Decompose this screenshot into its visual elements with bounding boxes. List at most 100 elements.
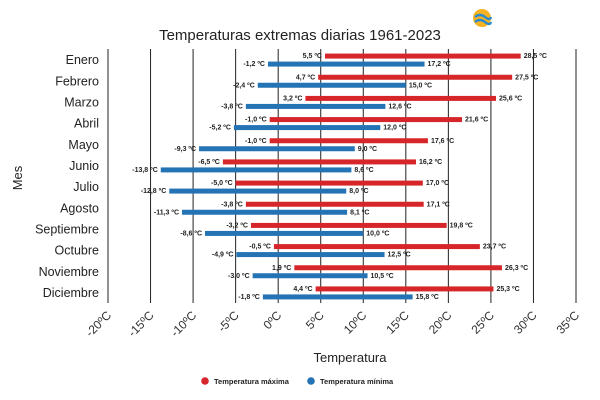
bar-min [233, 125, 381, 131]
data-label-high: 28,5 ºC [524, 53, 547, 60]
category-label: Abril [74, 117, 99, 131]
bar-max [269, 138, 428, 144]
category-label: Diciembre [43, 286, 99, 300]
category-label: Agosto [60, 201, 99, 215]
data-label-low: -1,0 ºC [245, 117, 267, 124]
data-label-low: -11,3 ºC [154, 209, 179, 216]
data-label-low: -1,8 ºC [238, 294, 260, 301]
legend-marker [201, 377, 209, 385]
data-label-low: -0,5 ºC [249, 244, 271, 251]
x-tick-label: 20ºC [426, 308, 455, 337]
x-tick-label: 15ºC [383, 308, 412, 337]
bar-max [250, 222, 447, 228]
bar-max [269, 117, 462, 123]
x-tick-label: 5ºC [303, 308, 327, 332]
data-labels: 5,5 ºC 28,5 ºC -1,2 ºC 17,2 ºC 4,7 ºC 27,5 ºC… [132, 53, 547, 301]
data-label-high: 25,6 ºC [499, 95, 522, 102]
category-label: Mayo [68, 138, 99, 152]
x-tick-label: -10ºC [168, 308, 200, 340]
x-tick-label: 10ºC [341, 308, 370, 337]
x-tick-label: -15ºC [125, 308, 157, 340]
data-label-high: 17,2 ºC [428, 61, 451, 68]
data-label-high: 27,5 ºC [515, 74, 538, 81]
x-tick-label: 0ºC [260, 308, 284, 332]
data-label-low: -3,0 ºC [228, 273, 250, 280]
data-label-low: -8,6 ºC [180, 230, 202, 237]
y-axis-title: Mes [10, 165, 25, 190]
logo [473, 9, 493, 27]
legend-label: Temperatura mínima [320, 377, 394, 386]
x-tick-label: -20ºC [83, 308, 115, 340]
bar-min [199, 146, 355, 152]
data-label-high: 12,0 ºC [383, 125, 406, 132]
data-label-low: -4,9 ºC [212, 252, 234, 259]
data-label-high: 8,1 ºC [350, 209, 369, 216]
bar-max [273, 244, 480, 250]
bar-max [235, 180, 423, 186]
bar-min [160, 167, 352, 173]
data-label-low: -3,8 ºC [221, 201, 243, 208]
data-label-low: 4,4 ºC [293, 286, 312, 293]
bar-max [324, 53, 521, 59]
bar-min [252, 273, 368, 279]
data-label-low: 5,5 ºC [303, 53, 322, 60]
category-label: Noviembre [39, 265, 99, 279]
bar-max [245, 201, 424, 207]
logo-wave-top [474, 13, 493, 21]
category-label: Octubre [55, 244, 100, 258]
category-labels: Enero Febrero Marzo Abril Mayo Junio Julio Agos… [35, 53, 99, 300]
data-label-low: -2,4 ºC [233, 82, 255, 89]
data-label-high: 10,0 ºC [366, 230, 389, 237]
data-label-high: 25,3 ºC [496, 286, 519, 293]
legend: Temperatura máxima Temperatura mínima [201, 377, 394, 386]
legend-marker [307, 377, 315, 385]
x-tick-labels: -20ºC -15ºC -10ºC -5ºC 0ºC 5ºC 10ºC 15ºC 20ºC 25º… [83, 308, 583, 340]
data-label-low: 1,9 ºC [272, 265, 291, 272]
x-tick-label: -5ºC [215, 308, 242, 335]
data-label-high: 15,0 ºC [409, 82, 432, 89]
category-label: Julio [73, 180, 99, 194]
data-label-high: 17,1 ºC [427, 201, 450, 208]
category-label: Febrero [55, 74, 99, 88]
data-label-low: -1,0 ºC [245, 138, 267, 145]
data-label-low: -9,3 ºC [174, 146, 196, 153]
data-label-high: 19,8 ºC [450, 222, 473, 229]
bar-min [205, 230, 364, 236]
data-label-low: -6,5 ºC [198, 159, 220, 166]
bar-max [294, 265, 502, 271]
x-tick-label: 30ºC [511, 308, 540, 337]
category-label: Enero [66, 53, 99, 67]
x-tick-label: 35ºC [554, 308, 583, 337]
bar-min [245, 103, 386, 109]
data-label-high: 9,0 ºC [358, 146, 377, 153]
data-label-high: 17,0 ºC [426, 180, 449, 187]
bar-min [262, 294, 413, 300]
data-label-high: 17,6 ºC [431, 138, 454, 145]
data-label-low: -3,8 ºC [221, 103, 243, 110]
x-tick-label: 25ºC [468, 308, 497, 337]
gridlines [107, 49, 577, 303]
bar-min [236, 252, 385, 258]
bar-min [257, 82, 406, 88]
data-label-high: 26,3 ºC [505, 265, 528, 272]
data-label-low: -3,2 ºC [226, 222, 248, 229]
bar-max [222, 159, 417, 165]
chart-title: Temperaturas extremas diarias 1961-2023 [159, 27, 441, 44]
data-label-low: -5,2 ºC [209, 125, 231, 132]
x-axis-title: Temperatura [314, 350, 388, 365]
category-label: Junio [69, 159, 99, 173]
data-label-high: 10,5 ºC [371, 273, 394, 280]
data-label-high: 23,7 ºC [483, 244, 506, 251]
data-label-low: -1,2 ºC [243, 61, 265, 68]
data-label-low: -12,8 ºC [141, 188, 167, 195]
logo-wave-bottom [474, 18, 493, 26]
data-label-low: 3,2 ºC [283, 95, 302, 102]
data-label-low: -13,8 ºC [132, 167, 158, 174]
bar-min [267, 61, 425, 67]
bar-max [305, 95, 497, 101]
category-label: Septiembre [35, 222, 99, 236]
data-label-high: 16,2 ºC [419, 159, 442, 166]
legend-label: Temperatura máxima [214, 377, 290, 386]
bar-max [318, 74, 513, 80]
